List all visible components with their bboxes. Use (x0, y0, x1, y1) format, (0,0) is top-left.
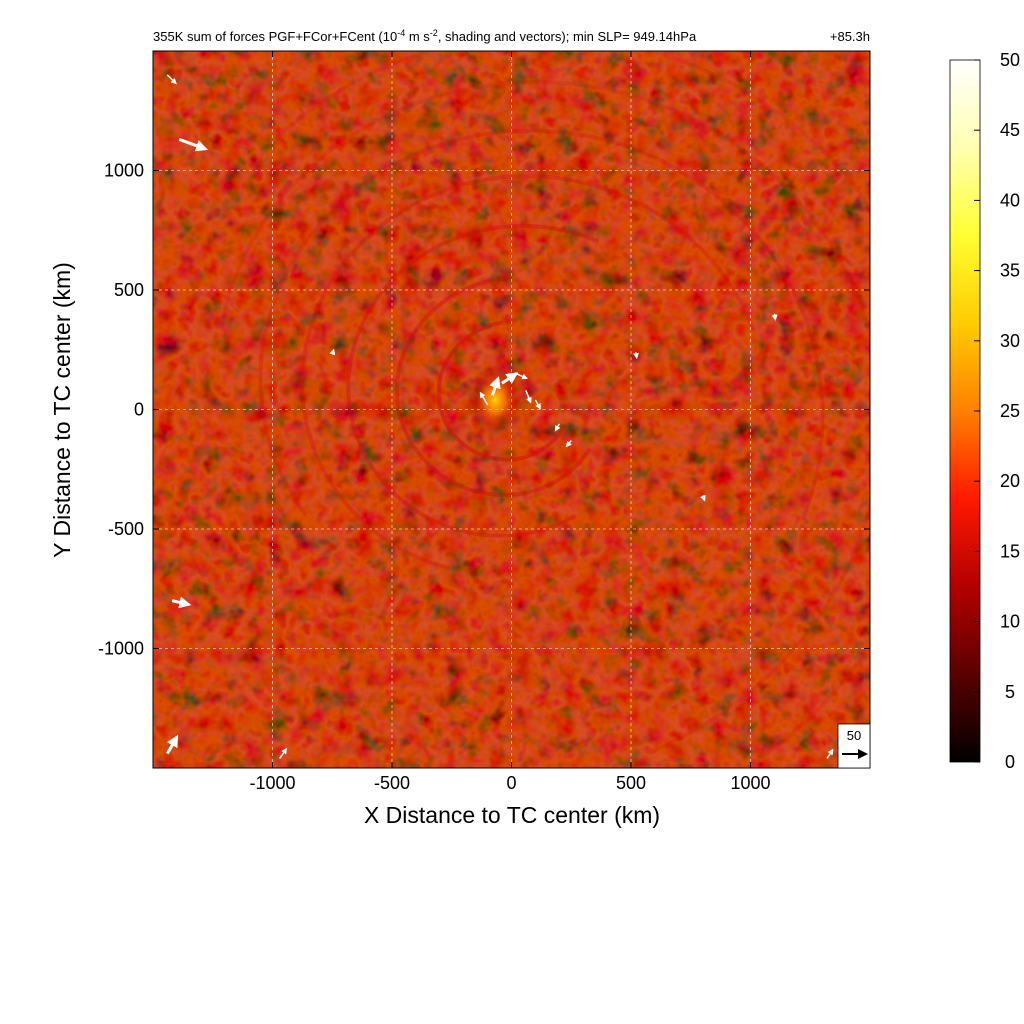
colorbar-tick-label: 45 (1000, 120, 1020, 140)
spiral-band (436, 320, 566, 462)
force-vector (166, 74, 177, 85)
force-vector (515, 372, 528, 380)
chart-title: 355K sum of forces PGF+FCor+FCent (10-4 … (153, 28, 697, 44)
x-tick-label: -500 (374, 773, 410, 793)
spiral-bands (219, 51, 870, 768)
force-vector (171, 596, 192, 609)
colorbar-ticks: 0 5 10 15 20 25 30 35 40 45 50 (974, 50, 1020, 772)
x-tick-label: 0 (506, 773, 516, 793)
y-axis-label: Y Distance to TC center (km) (49, 262, 75, 558)
force-vector (329, 348, 336, 356)
title-exponent-2: -2 (430, 28, 438, 38)
force-vector (632, 352, 639, 360)
colorbar-tick-label: 20 (1000, 471, 1020, 491)
reference-vector-label: 50 (847, 728, 861, 743)
colorbar: 0 5 10 15 20 25 30 35 40 45 50 (949, 50, 1020, 772)
force-vector (178, 138, 208, 152)
force-vector (534, 399, 541, 410)
colorbar-tick-label: 35 (1000, 261, 1020, 281)
force-vector (826, 748, 834, 759)
spiral-band (346, 223, 600, 538)
colorbar-tick-label: 10 (1000, 612, 1020, 632)
y-tick-label: -500 (108, 519, 144, 539)
force-vector (279, 747, 288, 759)
force-vector (166, 734, 179, 755)
y-tick-label: 1000 (104, 161, 144, 181)
colorbar-tick-label: 0 (1005, 752, 1015, 772)
force-vector (501, 372, 519, 385)
colorbar-tick-label: 15 (1000, 541, 1020, 561)
x-tick-label: 500 (616, 773, 646, 793)
vector-layer (166, 74, 834, 759)
x-axis: -1000 -500 0 500 1000 (249, 51, 771, 793)
force-vector (771, 313, 778, 321)
force-vector (700, 494, 706, 502)
force-vector (554, 423, 561, 432)
colorbar-tick-label: 30 (1000, 331, 1020, 351)
colorbar-tick-label: 25 (1000, 401, 1020, 421)
spiral-band (219, 79, 870, 755)
x-axis-label: X Distance to TC center (km) (364, 802, 660, 828)
y-tick-label: -1000 (98, 639, 144, 659)
x-tick-label: 1000 (730, 773, 770, 793)
time-label: +85.3h (830, 29, 870, 44)
reference-vector-key: 50 (837, 723, 871, 769)
force-vector (525, 390, 532, 404)
x-tick-label: -1000 (249, 773, 295, 793)
colorbar-tick-label: 50 (1000, 50, 1020, 70)
colorbar-tick-label: 5 (1005, 682, 1015, 702)
spiral-band (394, 275, 592, 498)
y-tick-label: 500 (114, 280, 144, 300)
spiral-band (258, 128, 825, 521)
spiral-band (300, 173, 756, 571)
colorbar-tick-label: 40 (1000, 190, 1020, 210)
y-tick-label: 0 (134, 400, 144, 420)
force-vector (565, 440, 572, 448)
y-axis: -1000 -500 0 500 1000 (98, 161, 870, 659)
title-exponent: -4 (397, 28, 405, 38)
force-vector (479, 391, 489, 406)
force-vector (489, 376, 501, 396)
plot-area (153, 51, 870, 768)
